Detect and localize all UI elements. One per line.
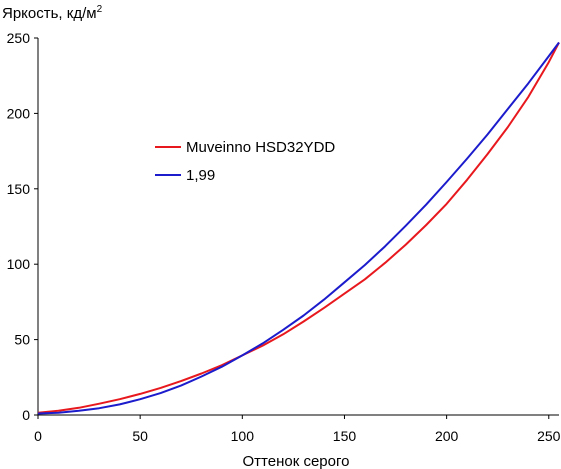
y-axis: 0 50 100 150 200 250 (7, 30, 38, 423)
y-tick-label: 200 (7, 105, 31, 121)
legend: Muveinno HSD32YDD 1,99 (155, 139, 335, 184)
y-tick-label: 250 (7, 30, 31, 46)
x-tick-label: 200 (435, 428, 459, 444)
y-axis-title: Яркость, кд/м2 (2, 4, 103, 22)
legend-label-1: Muveinno HSD32YDD (186, 139, 335, 156)
series-line-2 (37, 41, 560, 415)
y-tick-label: 0 (22, 407, 30, 423)
x-tick-label: 250 (537, 428, 561, 444)
x-axis-title: Оттенок серого (243, 453, 350, 469)
x-tick-label: 0 (34, 428, 42, 444)
y-tick-label: 150 (7, 181, 31, 197)
y-axis-title-superscript: 2 (97, 4, 103, 15)
y-tick-label: 100 (7, 256, 31, 272)
x-tick-label: 150 (333, 428, 357, 444)
y-tick-label: 50 (14, 332, 30, 348)
svg-text:Яркость, кд/м2: Яркость, кд/м2 (2, 4, 103, 22)
series-line-1 (37, 42, 560, 414)
plot-area (37, 38, 559, 416)
series-layer (37, 41, 560, 415)
x-axis: 0 50 100 150 200 250 (34, 415, 561, 444)
y-axis-title-text: Яркость, кд/м (2, 5, 97, 22)
x-tick-label: 50 (132, 428, 148, 444)
legend-label-2: 1,99 (186, 167, 215, 184)
x-tick-label: 100 (231, 428, 255, 444)
